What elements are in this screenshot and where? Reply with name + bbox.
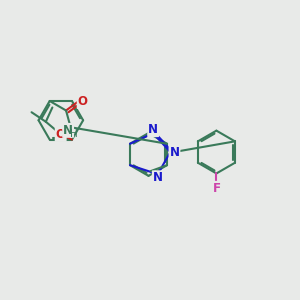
Text: F: F	[212, 182, 220, 195]
Text: N: N	[63, 124, 73, 137]
Text: O: O	[78, 95, 88, 108]
Text: H: H	[70, 129, 78, 139]
Text: N: N	[153, 171, 163, 184]
Text: O: O	[56, 128, 66, 141]
Text: N: N	[169, 146, 179, 158]
Text: N: N	[148, 123, 158, 136]
